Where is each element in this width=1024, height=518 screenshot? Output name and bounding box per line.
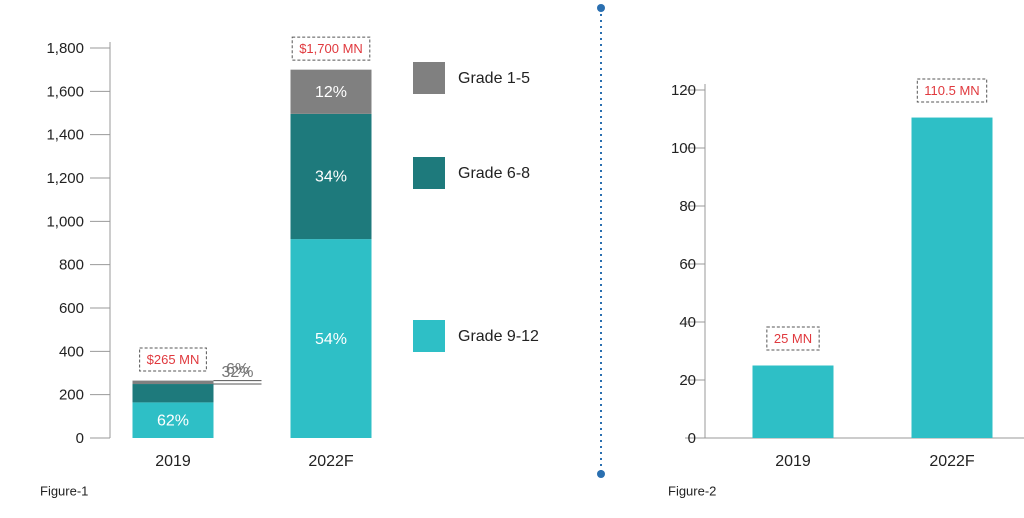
bar-segment	[290, 113, 372, 240]
y-tick-label: 1,400	[46, 127, 84, 144]
caption: Figure-1	[40, 483, 88, 498]
divider-dot	[597, 470, 605, 478]
y-tick-label: 800	[59, 257, 84, 274]
bar-segment	[290, 239, 372, 438]
y-tick-label: 1,200	[46, 170, 84, 187]
annotation: 25 MN	[774, 331, 812, 346]
y-tick-label: 0	[76, 430, 84, 447]
y-tick-label: 40	[679, 314, 696, 331]
legend-label: Grade 6-8	[458, 165, 530, 182]
annotation: $1,700 MN	[299, 41, 363, 56]
bar-segment	[132, 402, 214, 438]
bar-segment	[132, 380, 214, 385]
y-tick-label: 0	[688, 430, 696, 447]
segment-label: 32%	[221, 364, 253, 381]
x-tick-label: 2022F	[308, 453, 354, 470]
y-tick-label: 1,800	[46, 40, 84, 57]
y-tick-label: 100	[671, 140, 696, 157]
x-tick-label: 2022F	[929, 453, 975, 470]
segment-label: 34%	[315, 169, 347, 186]
y-tick-label: 400	[59, 343, 84, 360]
x-tick-label: 2019	[775, 453, 811, 470]
segment-label: 12%	[315, 84, 347, 101]
annotation-box	[766, 326, 820, 351]
divider-dot	[597, 4, 605, 12]
y-tick-label: 80	[679, 198, 696, 215]
legend-swatch	[413, 62, 445, 94]
segment-label: 6%	[226, 361, 249, 378]
annotation-box	[139, 347, 207, 372]
legend-swatch	[413, 157, 445, 189]
legend-label: Grade 9-12	[458, 328, 539, 345]
y-tick-label: 20	[679, 372, 696, 389]
segment-label: 62%	[157, 412, 189, 429]
y-tick-label: 1,000	[46, 213, 84, 230]
legend-swatch	[413, 320, 445, 352]
segment-label: 54%	[315, 331, 347, 348]
caption: Figure-2	[668, 483, 716, 498]
bar	[911, 117, 993, 439]
annotation-box	[916, 78, 988, 103]
y-tick-label: 1,600	[46, 83, 84, 100]
annotation: $265 MN	[147, 352, 200, 367]
y-tick-label: 60	[679, 256, 696, 273]
bar-segment	[290, 69, 372, 114]
bar	[752, 365, 834, 438]
bar-segment	[132, 384, 214, 403]
annotation: 110.5 MN	[924, 83, 979, 98]
legend-label: Grade 1-5	[458, 70, 530, 87]
y-tick-label: 200	[59, 387, 84, 404]
y-tick-label: 600	[59, 300, 84, 317]
y-tick-label: 120	[671, 82, 696, 99]
x-tick-label: 2019	[155, 453, 191, 470]
